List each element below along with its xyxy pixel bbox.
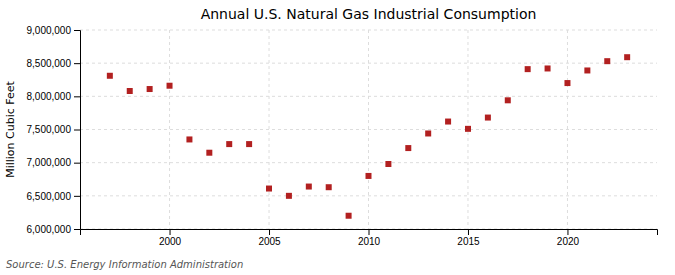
point: [266, 186, 272, 192]
point: [127, 88, 133, 94]
point: [385, 161, 391, 167]
y-axis-tick-label: 8,500,000: [27, 58, 72, 69]
y-axis-tick-label: 6,500,000: [27, 191, 72, 202]
x-axis-tick-mark: [468, 229, 469, 235]
x-axis-tick: 2015: [457, 229, 480, 247]
y-axis-tick: 8,500,000: [27, 58, 81, 69]
x-grid-line: [169, 30, 170, 229]
point: [624, 54, 630, 60]
point: [584, 67, 590, 73]
point: [545, 65, 551, 71]
x-axis: 2000 2005 2010 2015 2020: [81, 229, 658, 247]
point: [465, 126, 471, 132]
y-axis-tick-mark: [74, 130, 80, 131]
point: [107, 73, 113, 79]
point: [445, 119, 451, 125]
y-axis-tick-mark: [74, 163, 80, 164]
y-axis-tick-label: 9,000,000: [27, 25, 72, 36]
point: [604, 58, 610, 64]
point: [525, 66, 531, 72]
grid: [80, 30, 657, 229]
y-axis-tick-mark: [74, 63, 80, 64]
point: [167, 83, 173, 89]
x-axis-tick-label: 2020: [557, 236, 580, 247]
x-axis-tick-mark: [567, 229, 568, 235]
point: [346, 213, 352, 219]
point: [286, 193, 292, 199]
y-axis-title: Million Cubic Feet: [4, 80, 17, 177]
x-grid-line: [269, 30, 270, 229]
x-grid-line: [567, 30, 568, 229]
x-axis-tick-label: 2015: [457, 236, 480, 247]
title: Annual U.S. Natural Gas Industrial Consu…: [201, 6, 537, 22]
y-axis-tick-mark: [74, 196, 80, 197]
y-axis-tick-label: 6,000,000: [27, 224, 72, 235]
chart: 2000 2005 2010 2015 2020 6,000,000 6,500,000 7,…: [0, 0, 675, 275]
points: [107, 54, 630, 219]
point: [405, 145, 411, 151]
y-axis-tick: 6,500,000: [27, 191, 81, 202]
point: [306, 184, 312, 190]
point: [425, 130, 431, 136]
y-axis-tick-label: 8,000,000: [27, 91, 72, 102]
x-axis-tick-mark: [269, 229, 270, 235]
x-axis-tick: 2010: [358, 229, 381, 247]
x-axis-tick: 2020: [557, 229, 580, 247]
point: [186, 136, 192, 142]
source: Source: U.S. Energy Information Administ…: [6, 259, 243, 270]
y-axis-tick: 6,000,000: [27, 224, 81, 235]
x-axis-tick-mark: [170, 229, 171, 235]
y-axis-tick-mark: [74, 96, 80, 97]
x-axis-line: [81, 230, 658, 236]
x-axis-tick-mark: [369, 229, 370, 235]
y-grid-line: [80, 129, 657, 130]
x-axis-tick: 2005: [258, 229, 281, 247]
y-axis-tick-mark: [74, 30, 80, 31]
point: [366, 173, 372, 179]
y-axis: 6,000,000 6,500,000 7,000,000 7,500,000 8,00…: [27, 25, 81, 235]
y-axis-tick-mark: [74, 229, 80, 230]
y-axis-tick-label: 7,500,000: [27, 124, 72, 135]
y-axis-tick: 9,000,000: [27, 25, 81, 36]
y-axis-line: [74, 31, 81, 230]
y-axis-tick-label: 7,000,000: [27, 157, 72, 168]
y-grid-line: [80, 195, 657, 196]
y-axis-tick: 8,000,000: [27, 91, 81, 102]
point: [226, 141, 232, 147]
x-grid-line: [368, 30, 369, 229]
x-axis-tick-label: 2005: [258, 236, 281, 247]
point: [485, 115, 491, 121]
point: [246, 141, 252, 147]
point: [326, 184, 332, 190]
point: [564, 80, 570, 86]
y-axis-tick: 7,000,000: [27, 157, 81, 168]
y-axis-tick: 7,500,000: [27, 124, 81, 135]
x-axis-tick-label: 2010: [358, 236, 381, 247]
x-axis-tick: 2000: [159, 229, 182, 247]
point: [147, 86, 153, 92]
x-axis-tick-label: 2000: [159, 236, 182, 247]
point: [206, 150, 212, 156]
point: [505, 97, 511, 103]
